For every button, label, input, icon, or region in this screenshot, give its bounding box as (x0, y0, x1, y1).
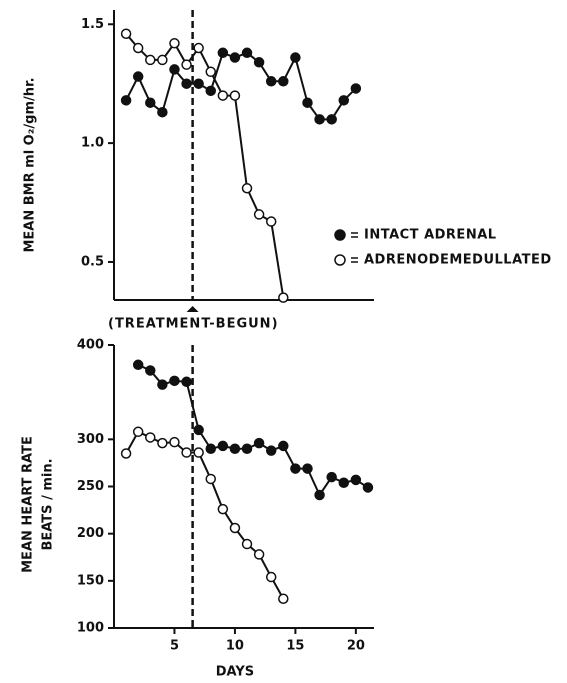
data-point (169, 375, 180, 387)
data-point (132, 71, 144, 82)
data-point (253, 437, 265, 449)
data-point (229, 522, 241, 534)
x-tick-label: 10 (226, 639, 244, 654)
data-point (169, 38, 180, 49)
data-point (229, 52, 241, 63)
data-point (241, 538, 253, 550)
y-tick-label: 0.5 (81, 254, 104, 269)
legend-equals (351, 232, 358, 238)
data-point (253, 57, 265, 68)
data-point (205, 66, 216, 78)
data-point (132, 42, 144, 54)
data-point (278, 76, 289, 87)
data-point (253, 209, 265, 220)
data-point (326, 114, 337, 125)
data-point (241, 183, 253, 194)
data-point (229, 443, 241, 455)
data-point (362, 482, 374, 493)
data-point (278, 292, 289, 303)
annotation-arrow (186, 306, 199, 312)
data-point (205, 443, 216, 455)
series-line (125, 33, 285, 298)
data-point (145, 54, 156, 66)
data-point (205, 473, 216, 485)
data-point (157, 54, 168, 66)
y-tick-label: 1.0 (81, 136, 104, 151)
data-point (217, 503, 229, 515)
data-point (120, 28, 132, 40)
data-point (338, 477, 350, 488)
data-point (241, 47, 253, 59)
x-axis-label: DAYS (216, 665, 254, 680)
y-tick-label: 100 (77, 621, 104, 636)
data-point (169, 436, 180, 448)
data-point (132, 426, 144, 438)
x-tick-label: 20 (347, 639, 365, 654)
y-tick-label: 300 (77, 432, 104, 447)
data-point (193, 447, 204, 458)
data-point (217, 440, 229, 452)
data-point (157, 379, 168, 390)
x-tick-label: 5 (170, 639, 179, 654)
data-point (145, 432, 156, 443)
data-point (314, 114, 325, 125)
data-point (120, 95, 132, 106)
y-axis-label: BEATS / min. (41, 458, 56, 550)
data-point (157, 106, 168, 118)
data-point (145, 97, 156, 108)
x-tick-label: 15 (286, 639, 304, 654)
series-line (125, 430, 285, 600)
data-point (181, 376, 192, 388)
data-point (302, 97, 313, 108)
data-point (193, 42, 204, 54)
data-point (145, 365, 156, 376)
annotation: (TREATMENT-BEGUN) (108, 317, 279, 332)
data-point (265, 445, 277, 456)
data-point (229, 90, 241, 101)
data-point (157, 437, 168, 449)
data-point (181, 447, 192, 458)
y-tick-label: 400 (77, 338, 104, 353)
data-point (278, 440, 289, 452)
data-point (132, 359, 144, 371)
data-point (290, 463, 301, 474)
data-point (217, 47, 229, 59)
data-point (169, 64, 180, 75)
data-point (290, 52, 301, 63)
legend-equals (351, 257, 358, 263)
data-point (120, 448, 132, 459)
data-point (314, 489, 325, 501)
data-point (350, 474, 362, 486)
data-point (265, 216, 277, 227)
y-tick-label: 250 (77, 479, 104, 494)
y-tick-label: 150 (77, 573, 104, 588)
data-point (193, 78, 204, 89)
data-point (326, 471, 337, 483)
data-point (181, 59, 192, 70)
data-point (253, 549, 265, 560)
y-axis-label: MEAN HEART RATE (21, 436, 36, 573)
legend-marker (334, 229, 346, 241)
data-point (205, 85, 216, 97)
data-point (193, 424, 204, 436)
data-point (302, 463, 313, 474)
data-point (265, 76, 277, 87)
data-point (278, 593, 289, 605)
data-point (181, 78, 192, 89)
data-point (265, 571, 277, 583)
legend-label: ADRENODEMEDULLATED (364, 253, 552, 268)
y-tick-label: 1.5 (81, 17, 104, 32)
data-point (338, 95, 350, 106)
data-point (350, 83, 362, 94)
data-point (217, 90, 229, 101)
legend-marker (334, 254, 346, 266)
y-tick-label: 200 (77, 526, 104, 541)
data-point (241, 443, 253, 455)
legend-label: INTACT ADRENAL (364, 228, 497, 243)
y-axis-label: MEAN BMR ml O₂/gm/hr. (23, 77, 38, 252)
